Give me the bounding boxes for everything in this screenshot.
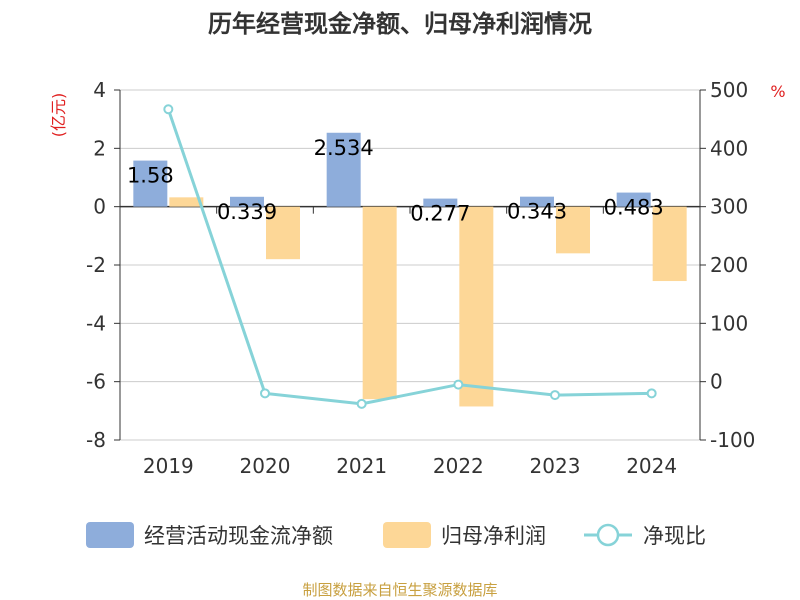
y-right-tick-label-4: 100: [710, 311, 748, 335]
y-left-tick-label-5: -6: [86, 370, 106, 394]
y-right-tick-label-5: 0: [710, 370, 723, 394]
bar-profit-2022: [459, 206, 494, 407]
ratio-point-2024: [646, 388, 657, 399]
data-label-cash-2023: 0.343: [507, 200, 567, 224]
legend-label-ratio[interactable]: 净现比: [643, 524, 706, 548]
y-left-tick-label-0: 4: [93, 78, 106, 102]
ratio-polyline: [166, 108, 652, 406]
x-tick-label-2022: 2022: [433, 454, 484, 478]
bar-profit-2020: [266, 206, 300, 260]
x-tick-label-2024: 2024: [626, 454, 677, 478]
y-left-tick-label-1: 2: [93, 136, 106, 160]
legend-swatch-profit[interactable]: [383, 522, 431, 548]
bar-profit-2019: [169, 197, 204, 207]
data-label-cash-2019: 1.58: [127, 164, 174, 188]
ratio-point-2019: [163, 104, 174, 115]
gridlines: [120, 89, 700, 441]
ratio-point-2022: [453, 379, 464, 390]
bar-cash-2021: [326, 132, 361, 207]
data-label-cash-2020: 0.339: [217, 200, 277, 224]
y-right-tick-label-3: 200: [710, 253, 748, 277]
ratio-line: [163, 104, 657, 409]
bar-profit-2023: [556, 206, 590, 254]
source-note: 制图数据来自恒生聚源数据库: [302, 581, 497, 599]
ratio-point-2023: [550, 390, 560, 401]
data-label-cash-2022: 0.277: [410, 202, 470, 226]
legend-swatch-cash[interactable]: [86, 522, 134, 548]
ratio-point-2020: [260, 388, 270, 399]
bar-cash-2020: [230, 196, 264, 207]
y-right-tick-label-0: 500: [710, 78, 748, 102]
y-right-unit: %: [770, 82, 785, 101]
y-left-tick-label-2: 0: [93, 195, 106, 219]
x-tick-label-2021: 2021: [336, 454, 387, 478]
x-tick-label-2019: 2019: [143, 454, 194, 478]
y-left-unit: (亿元): [49, 93, 68, 138]
legend-label-cash[interactable]: 经营活动现金流净额: [144, 524, 333, 548]
y-right-tick-label-2: 300: [710, 195, 748, 219]
y-axis-right: 500 400 300 200 100 0 -100: [699, 78, 755, 452]
data-label-cash-2021: 2.534: [314, 136, 374, 160]
legend[interactable]: 经营活动现金流净额 归母净利润 净现比: [86, 522, 706, 548]
bar-cash-2024: [616, 192, 651, 207]
data-labels: 1.58 0.339 2.534 0.277 0.343 0.483: [127, 136, 664, 226]
y-right-tick-label-1: 400: [710, 136, 748, 160]
y-left-tick-label-4: -4: [86, 311, 106, 335]
bar-profit-2024: [652, 206, 687, 282]
y-right-tick-label-6: -100: [710, 428, 755, 452]
bar-cash-2023: [520, 196, 554, 207]
y-axis-left: 4 2 0 -2 -4 -6 -8: [86, 78, 121, 452]
y-left-tick-label-3: -2: [86, 253, 106, 277]
ratio-point-2021: [356, 398, 367, 409]
chart-title: 历年经营现金净额、归母净利润情况: [208, 10, 592, 38]
legend-label-profit[interactable]: 归母净利润: [441, 524, 546, 548]
bars: [133, 132, 687, 407]
data-label-cash-2024: 0.483: [604, 196, 664, 220]
bar-profit-2021: [362, 206, 397, 400]
bar-cash-2022: [423, 198, 458, 207]
bar-cash-2019: [133, 160, 168, 207]
x-tick-label-2020: 2020: [240, 454, 291, 478]
y-left-tick-label-6: -8: [86, 428, 106, 452]
x-axis: 2019 2020 2021 2022 2023 2024: [119, 205, 701, 478]
x-tick-label-2023: 2023: [530, 454, 581, 478]
legend-swatch-ratio-marker[interactable]: [596, 523, 620, 547]
